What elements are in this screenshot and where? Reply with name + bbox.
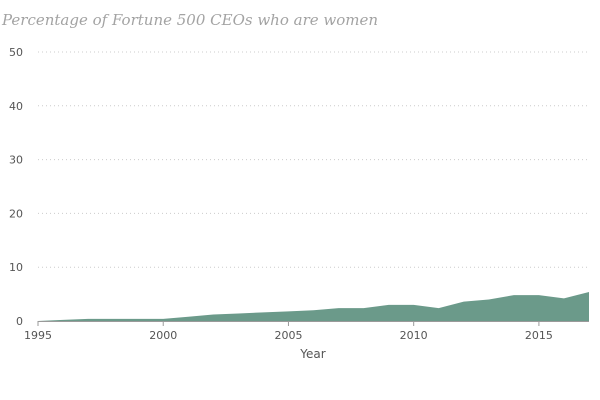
chart-title: Percentage of Fortune 500 CEOs who are w… [2, 11, 379, 29]
y-tick-label-10: 10 [9, 261, 23, 274]
x-axis-title: Year [299, 347, 325, 361]
area-series-0 [38, 291, 589, 321]
x-tick-label-2015: 2015 [525, 329, 553, 342]
y-tick-label-20: 20 [9, 207, 23, 220]
y-axis: 0 10 20 30 40 50 [9, 46, 23, 328]
x-tick-label-2005: 2005 [274, 329, 302, 342]
y-tick-label-50: 50 [9, 46, 23, 59]
area-series [38, 291, 589, 321]
x-axis: 1995 2000 2005 2010 2015 [24, 321, 589, 342]
gridlines [38, 51, 589, 268]
x-tick-label-2000: 2000 [149, 329, 177, 342]
x-tick-label-1995: 1995 [24, 329, 52, 342]
y-tick-label-40: 40 [9, 100, 23, 113]
y-tick-label-0: 0 [16, 315, 23, 328]
y-tick-label-30: 30 [9, 154, 23, 167]
x-tick-label-2010: 2010 [400, 329, 428, 342]
